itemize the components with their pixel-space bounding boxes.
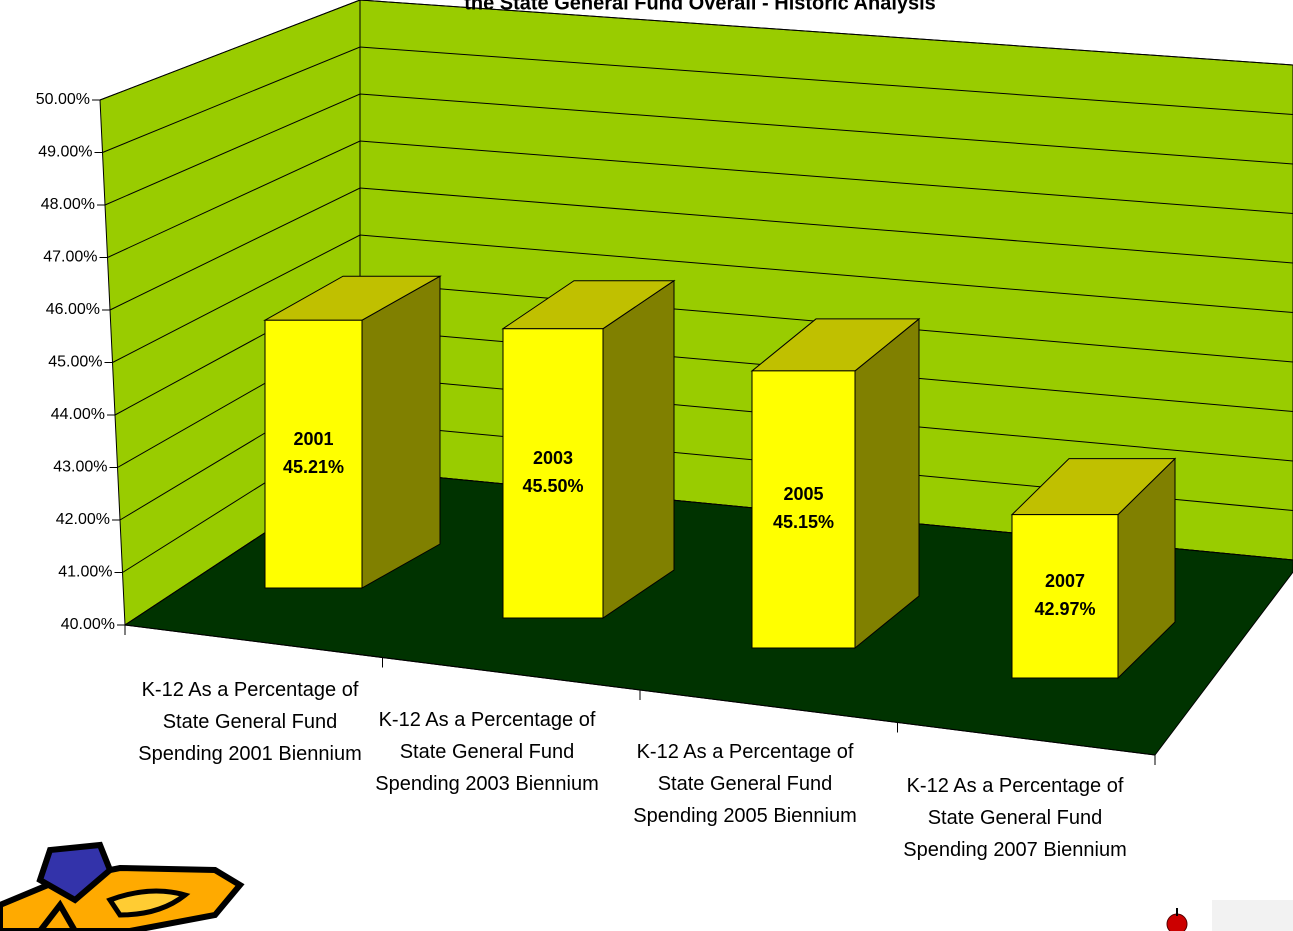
y-tick-label: 42.00% [56,511,110,528]
y-tick-label: 41.00% [58,564,112,581]
y-tick-label: 43.00% [53,459,107,476]
x-tick-label: K-12 As a Percentage of State General Fu… [367,704,607,800]
bar [265,320,362,588]
y-tick-label: 40.00% [61,616,115,633]
bar [1012,515,1118,678]
data-label: 42.97% [1034,599,1095,619]
data-label: 45.21% [283,457,344,477]
y-tick-label: 49.00% [38,144,92,161]
chart-page: 40.00% 41.00% 42.00% 43.00% 44.00% 45.00% 46.0… [0,0,1293,931]
clip-art-apple [1167,900,1293,931]
data-label-title: 2007 [1045,571,1085,591]
bar-side [855,319,919,648]
data-label: 45.50% [522,476,583,496]
bar [503,329,603,618]
bar-side [362,276,440,588]
bar-side [603,281,674,618]
y-tick-label: 50.00% [36,91,90,108]
x-tick-label: K-12 As a Percentage of State General Fu… [895,770,1135,866]
y-tick-label: 47.00% [43,249,97,266]
bar [752,371,855,648]
data-label-title: 2005 [783,484,823,504]
y-tick-label: 45.00% [48,354,102,371]
x-tick-label: K-12 As a Percentage of State General Fu… [130,674,370,770]
y-tick-label: 44.00% [51,406,105,423]
y-tick-label: 46.00% [46,301,100,318]
data-label-title: 2003 [533,448,573,468]
data-label: 45.15% [773,512,834,532]
chart-title: the State General Fund Overall - Histori… [464,0,936,14]
clip-art-pencil [0,845,240,931]
y-tick-label: 48.00% [41,196,95,213]
data-label-title: 2001 [293,429,333,449]
x-tick-label: K-12 As a Percentage of State General Fu… [625,736,865,832]
